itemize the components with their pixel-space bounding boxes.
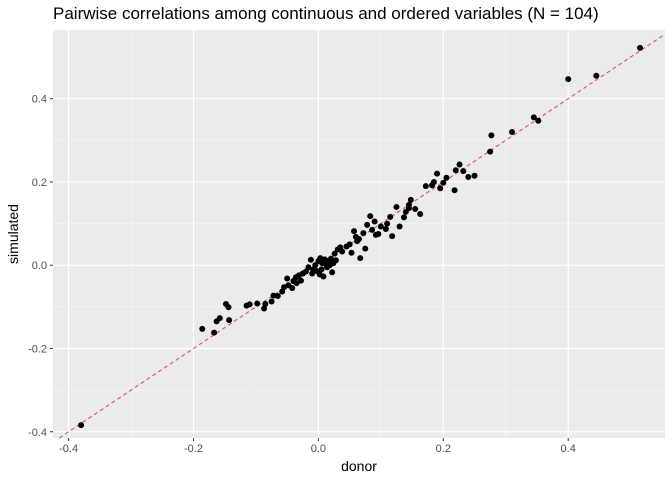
x-axis-title: donor <box>341 458 377 474</box>
data-point <box>364 221 371 228</box>
data-point <box>360 230 367 237</box>
data-point <box>293 280 300 287</box>
data-point <box>351 228 358 235</box>
y-tick-label: 0.0 <box>32 260 47 272</box>
data-point <box>637 44 644 51</box>
data-point <box>327 255 334 262</box>
data-point <box>509 129 515 135</box>
data-point <box>407 196 414 203</box>
y-tick-label: -0.4 <box>28 427 47 439</box>
data-point <box>346 241 353 248</box>
data-point <box>384 220 391 227</box>
y-axis: -0.4 -0.2 0.0 0.2 0.4 <box>28 94 53 439</box>
data-point <box>254 300 261 307</box>
data-point <box>261 305 268 312</box>
data-point <box>393 203 400 210</box>
data-point <box>565 76 572 83</box>
data-point <box>289 285 296 292</box>
data-point <box>320 273 327 280</box>
data-point <box>375 231 382 237</box>
x-tick-label: 0.4 <box>561 443 576 455</box>
data-point <box>396 223 403 230</box>
data-point <box>422 183 429 190</box>
data-point <box>452 167 459 174</box>
data-point <box>451 187 458 194</box>
data-point <box>443 174 450 181</box>
x-axis: -0.4 -0.2 0.0 0.2 0.4 <box>59 438 576 455</box>
data-point <box>593 72 600 79</box>
identity-reference-line <box>58 33 666 439</box>
data-point <box>225 304 232 311</box>
data-point <box>369 226 376 233</box>
data-point <box>405 201 412 208</box>
data-point <box>312 262 319 269</box>
data-point <box>246 301 253 308</box>
plot-panel <box>53 30 665 438</box>
data-point <box>331 250 338 257</box>
data-point <box>417 211 424 218</box>
x-tick-label: -0.4 <box>59 443 78 455</box>
data-point <box>377 223 384 230</box>
data-point <box>440 179 447 186</box>
data-point <box>262 300 269 307</box>
data-point <box>400 214 407 221</box>
data-point <box>530 114 537 121</box>
data-point <box>387 213 394 220</box>
data-point <box>456 161 463 168</box>
chart-title: Pairwise correlations among continuous a… <box>53 4 599 23</box>
data-point <box>329 269 336 276</box>
data-point <box>471 172 478 179</box>
y-tick-label: 0.2 <box>32 177 47 189</box>
data-point <box>487 148 494 155</box>
data-point <box>535 117 542 124</box>
data-point <box>437 185 444 192</box>
data-point <box>389 233 396 240</box>
data-point <box>270 292 277 299</box>
y-axis-title: simulated <box>5 204 21 264</box>
data-point <box>284 275 291 282</box>
data-point <box>488 132 495 139</box>
data-point <box>318 266 325 273</box>
x-tick-label: 0.0 <box>311 443 326 455</box>
y-tick-label: 0.4 <box>32 94 47 106</box>
data-point <box>332 257 339 264</box>
data-point <box>307 256 314 263</box>
data-point <box>199 325 206 332</box>
data-point <box>226 317 233 324</box>
data-point <box>362 245 369 252</box>
data-point <box>412 206 419 213</box>
data-point <box>348 249 355 256</box>
data-point <box>216 315 223 322</box>
data-point <box>460 168 467 175</box>
data-point <box>357 255 364 262</box>
data-points <box>78 44 644 429</box>
data-point <box>305 264 312 271</box>
x-tick-label: -0.2 <box>184 443 203 455</box>
data-point <box>371 218 378 225</box>
minor-gridlines <box>53 30 665 438</box>
data-point <box>268 298 275 305</box>
data-point <box>430 178 437 185</box>
x-tick-label: 0.2 <box>436 443 451 455</box>
data-point <box>78 422 85 429</box>
data-point <box>297 277 304 284</box>
data-point <box>465 173 472 180</box>
data-point <box>339 248 346 255</box>
data-point <box>352 233 359 240</box>
data-point <box>274 293 281 300</box>
data-point <box>434 170 441 177</box>
y-tick-label: -0.2 <box>28 343 47 355</box>
data-point <box>211 329 218 336</box>
data-point <box>367 213 374 220</box>
data-point <box>382 226 389 233</box>
